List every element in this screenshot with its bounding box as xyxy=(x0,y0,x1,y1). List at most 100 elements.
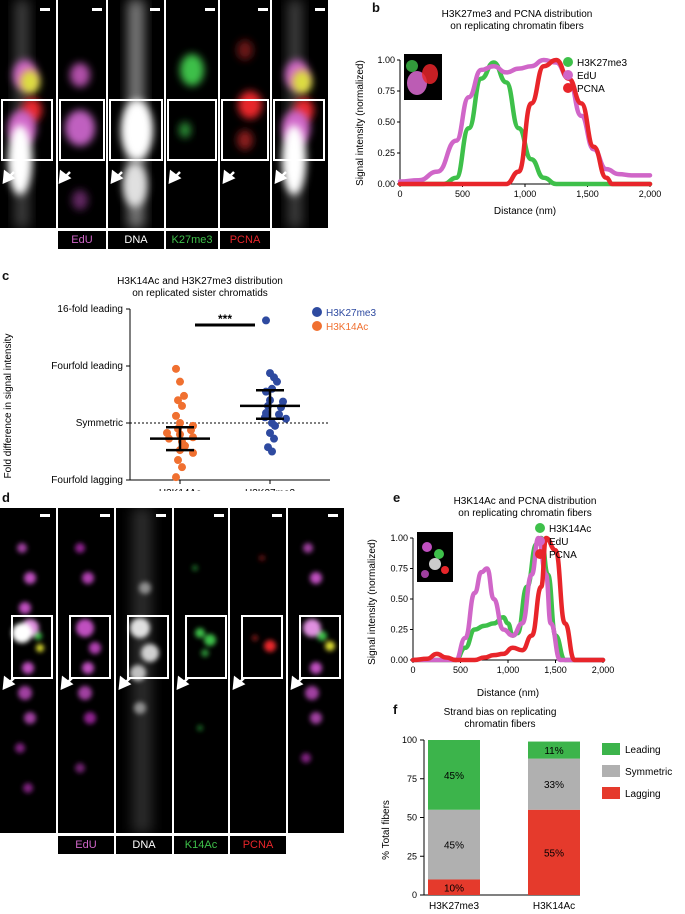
legend-label: EdU xyxy=(549,537,568,548)
data-point xyxy=(282,414,290,423)
micrograph-a-strips xyxy=(0,0,328,228)
bar-value-label: 45% xyxy=(444,841,464,852)
bar-segment-symmetric xyxy=(528,758,580,810)
x-tick-label: 1,500 xyxy=(576,189,599,199)
data-point xyxy=(174,456,182,465)
chart-c-ylabel: Fold difference in signal intensity xyxy=(3,334,14,479)
x-tick-label: H3K27me3 xyxy=(429,901,479,912)
micrograph-d-label-k14ac: K14Ac xyxy=(174,836,228,854)
chart-e-xlabel: Distance (nm) xyxy=(477,688,539,699)
series-line-pcna xyxy=(410,535,606,663)
micrograph-a-label-pcna: PCNA xyxy=(220,231,270,249)
data-point xyxy=(178,401,186,410)
bar-segment-symmetric xyxy=(428,809,480,880)
chart-e-title-line1: H3K14Ac and PCNA distribution xyxy=(454,496,597,507)
micrograph-a-label-edu: EdU xyxy=(58,231,106,249)
x-tick-label: 500 xyxy=(453,665,468,675)
data-point xyxy=(277,403,285,412)
x-tick-label: H3K14Ac xyxy=(159,488,201,491)
y-tick-label: Fourfold leading xyxy=(51,361,123,372)
data-point xyxy=(172,364,180,373)
chart-e-ylabel: Signal intensity (normalized) xyxy=(367,539,378,665)
micrograph-a-label-k27me3: K27me3 xyxy=(166,231,218,249)
panel-label-b: b xyxy=(372,0,380,15)
chart-b: H3K27me3 and PCNA distribution on replic… xyxy=(355,9,661,217)
series-line-h3k27me3 xyxy=(397,60,653,187)
bar-value-label: 10% xyxy=(444,883,464,894)
panel-label-c: c xyxy=(2,268,10,283)
legend-label: Leading xyxy=(625,745,661,756)
y-tick-label: 100 xyxy=(402,735,417,745)
legend-swatch xyxy=(602,787,620,799)
legend-marker xyxy=(563,83,573,93)
x-tick-label: 1,000 xyxy=(514,189,537,199)
chart-f-ylabel: % Total fibers xyxy=(381,800,392,860)
legend-marker xyxy=(535,536,545,546)
data-point xyxy=(273,377,281,386)
chart-c: H3K14Ac and H3K27me3 distribution on rep… xyxy=(3,276,376,491)
y-tick-label: 16-fold leading xyxy=(57,304,123,315)
bar-segment-lagging xyxy=(428,879,480,895)
chart-b-ylabel: Signal intensity (normalized) xyxy=(355,60,366,186)
panel-label-d: d xyxy=(2,490,10,505)
chart-b-title-line2: on replicating chromatin fibers xyxy=(450,21,583,32)
significance-label: *** xyxy=(218,312,232,326)
panel-label-f: f xyxy=(393,702,398,717)
legend-label: H3K27me3 xyxy=(577,58,627,69)
legend-swatch xyxy=(602,743,620,755)
data-point xyxy=(261,413,269,422)
legend-label: PCNA xyxy=(549,550,577,561)
chart-e: H3K14Ac and PCNA distribution on replica… xyxy=(367,496,615,699)
micrograph-a-label-dna: DNA xyxy=(108,231,164,249)
series-line-edu xyxy=(410,535,606,663)
y-tick-label: 75 xyxy=(407,774,417,784)
data-point xyxy=(172,473,180,482)
micrograph-d-strips xyxy=(0,508,344,833)
micrograph-d-label-edu: EdU xyxy=(58,836,114,854)
chart-f: Strand bias on replicating chromatin fib… xyxy=(381,707,672,912)
bar-segment-leading xyxy=(428,740,480,810)
x-tick-label: 1,500 xyxy=(544,665,567,675)
data-point xyxy=(178,463,186,472)
legend-marker xyxy=(312,321,322,331)
chart-b-xlabel: Distance (nm) xyxy=(494,206,556,217)
legend-label: Symmetric xyxy=(625,767,672,778)
data-point xyxy=(268,447,276,456)
series-line-edu xyxy=(397,57,653,184)
y-tick-label: 0.75 xyxy=(377,86,395,96)
micrograph-d-label-dna: DNA xyxy=(116,836,172,854)
data-point xyxy=(176,377,184,386)
chart-f-title-line1: Strand bias on replicating xyxy=(444,707,557,718)
y-tick-label: Symmetric xyxy=(76,418,123,429)
micrograph-d-label-pcna: PCNA xyxy=(230,836,286,854)
legend-label: H3K14Ac xyxy=(326,322,368,333)
data-point xyxy=(172,411,180,420)
y-tick-label: 0.00 xyxy=(390,655,408,665)
legend-label: H3K27me3 xyxy=(326,308,376,319)
legend-marker xyxy=(535,549,545,559)
y-tick-label: 1.00 xyxy=(390,533,408,543)
legend-marker xyxy=(563,70,573,80)
chart-f-title-line2: chromatin fibers xyxy=(464,719,535,730)
y-tick-label: 0.75 xyxy=(390,564,408,574)
data-point xyxy=(275,410,283,419)
chart-e-title-line2: on replicating chromatin fibers xyxy=(458,508,591,519)
x-tick-label: 0 xyxy=(397,189,402,199)
bar-segment-leading xyxy=(528,741,580,759)
y-tick-label: 25 xyxy=(407,851,417,861)
legend-label: EdU xyxy=(577,71,596,82)
bar-value-label: 33% xyxy=(544,780,564,791)
data-point xyxy=(270,434,278,443)
y-tick-label: 0 xyxy=(412,890,417,900)
x-tick-label: 2,000 xyxy=(592,665,615,675)
y-tick-label: 0.25 xyxy=(377,148,395,158)
y-tick-label: Fourfold lagging xyxy=(51,475,123,486)
chart-c-title-line2: on replicated sister chromatids xyxy=(132,288,268,299)
data-point xyxy=(189,433,197,442)
data-point xyxy=(180,391,188,400)
x-tick-label: 1,000 xyxy=(497,665,520,675)
legend-label: H3K14Ac xyxy=(549,524,591,535)
bar-value-label: 55% xyxy=(544,848,564,859)
y-tick-label: 50 xyxy=(407,813,417,823)
y-tick-label: 0.50 xyxy=(390,594,408,604)
